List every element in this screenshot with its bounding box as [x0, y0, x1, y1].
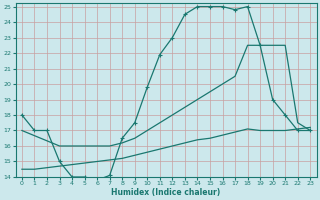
X-axis label: Humidex (Indice chaleur): Humidex (Indice chaleur) — [111, 188, 221, 197]
